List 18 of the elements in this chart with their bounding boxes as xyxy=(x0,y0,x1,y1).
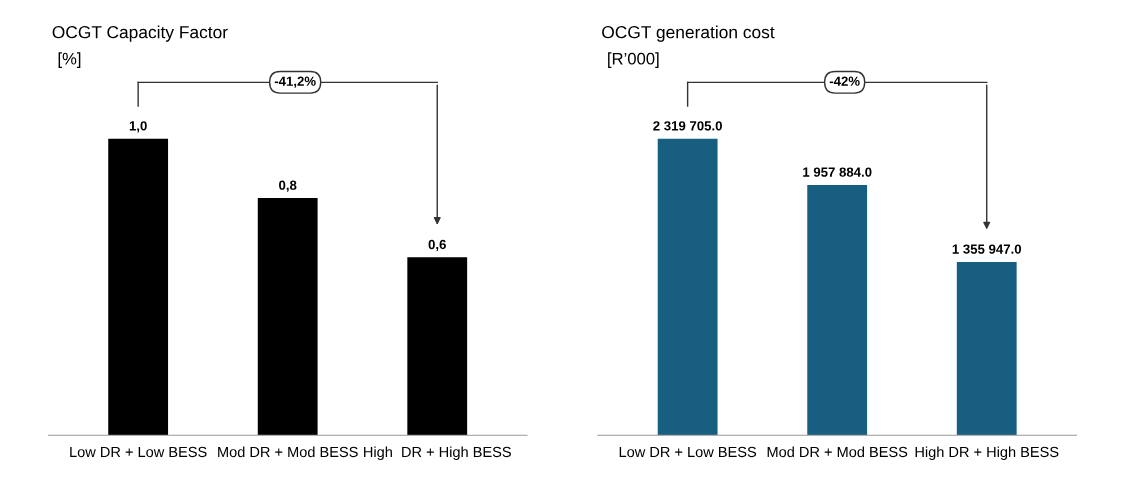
text: -41,2% xyxy=(274,76,316,88)
chart-subtitle: [%] xyxy=(58,52,81,68)
chart-subtitle: [R’000] xyxy=(608,52,659,68)
x-tick-label: High DR + High BESS xyxy=(915,446,1059,461)
data-label: 2 319 705.0 xyxy=(653,121,722,131)
chart-title: OCGT generation cost xyxy=(602,25,775,42)
data-label: 0,8 xyxy=(279,180,297,192)
x-tick-label: Low DR + Low BESS xyxy=(619,446,757,458)
x-tick-label: Mod DR + Mod BESS xyxy=(218,446,358,458)
data-label: 0,6 xyxy=(428,239,446,252)
data-label: 1,0 xyxy=(129,121,147,133)
x-tick-label: Mod DR + Mod BESS xyxy=(767,446,908,458)
text: -42% xyxy=(829,76,860,86)
x-tick-label: Low DR + Low BESS xyxy=(70,446,207,458)
data-label: 1 957 884.0 xyxy=(803,167,872,177)
x-tick-label: High DR + High BESS xyxy=(364,446,511,461)
chart-title: OCGT Capacity Factor xyxy=(52,25,228,42)
data-label: 1 355 947.0 xyxy=(952,244,1022,254)
